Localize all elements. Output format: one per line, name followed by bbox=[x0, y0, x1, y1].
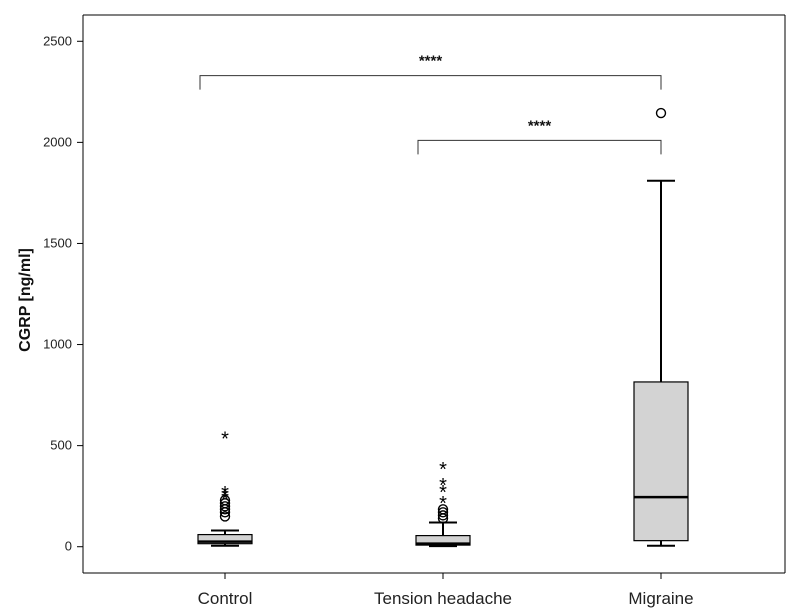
y-ticks: 0 500 1000 1500 2000 2500 bbox=[43, 33, 83, 554]
extreme-outlier-point: * bbox=[221, 486, 229, 508]
outlier-point bbox=[219, 501, 231, 512]
y-axis-label: CGRP [ng/ml] bbox=[17, 248, 34, 352]
outlier-point bbox=[219, 498, 231, 509]
significance-bracket: **** bbox=[199, 53, 662, 90]
y-tick-label: 1500 bbox=[43, 235, 72, 250]
outlier-point bbox=[437, 504, 449, 515]
y-tick-label: 2500 bbox=[43, 33, 72, 48]
outlier-point bbox=[437, 507, 449, 518]
extreme-outlier-point: * bbox=[439, 459, 447, 481]
x-category-labels: Control Tension headache Migraine bbox=[198, 573, 694, 608]
outlier-point bbox=[437, 510, 449, 521]
significance-label: **** bbox=[419, 53, 443, 70]
outlier-point bbox=[655, 107, 667, 119]
significance-brackets: **** **** bbox=[199, 53, 662, 155]
x-category-label: Migraine bbox=[628, 589, 693, 608]
extreme-outlier-point: * bbox=[439, 475, 447, 497]
iqr-box bbox=[633, 381, 689, 542]
y-tick-label: 500 bbox=[50, 438, 72, 453]
bracket-line bbox=[199, 75, 662, 90]
x-category-label: Tension headache bbox=[374, 589, 512, 608]
y-tick-label: 1000 bbox=[43, 337, 72, 352]
boxes: ******** bbox=[197, 107, 689, 548]
outlier-point bbox=[219, 511, 231, 522]
significance-bracket: **** bbox=[417, 117, 662, 155]
outlier-point bbox=[219, 495, 231, 506]
box-group: **** bbox=[415, 459, 471, 548]
box-group bbox=[633, 107, 689, 547]
bracket-line bbox=[417, 139, 662, 155]
y-tick-label: 2000 bbox=[43, 134, 72, 149]
extreme-outlier-point: * bbox=[221, 483, 229, 505]
significance-label: **** bbox=[528, 117, 552, 134]
y-tick-label: 0 bbox=[65, 539, 72, 554]
extreme-outlier-point: * bbox=[439, 482, 447, 504]
iqr-box bbox=[415, 534, 471, 546]
extreme-outlier-point: * bbox=[221, 489, 229, 511]
box-group: **** bbox=[197, 429, 253, 547]
iqr-box bbox=[197, 533, 253, 545]
extreme-outlier-point: * bbox=[439, 493, 447, 515]
extreme-outlier-point: * bbox=[221, 429, 229, 451]
x-category-label: Control bbox=[198, 589, 253, 608]
